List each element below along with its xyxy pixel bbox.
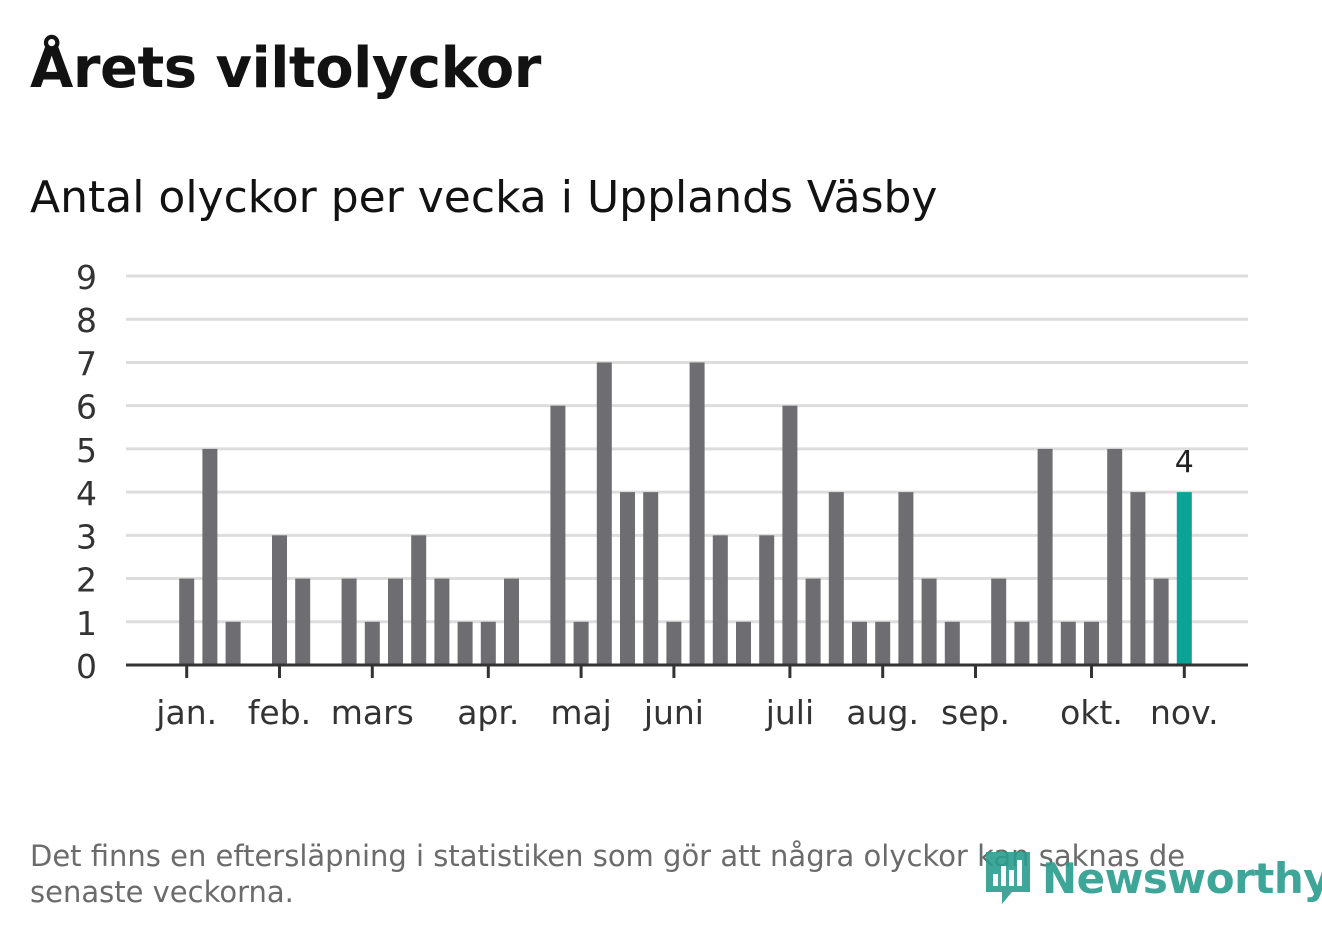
bar	[1060, 621, 1076, 665]
y-tick-label: 6	[76, 388, 97, 427]
bar	[689, 362, 705, 665]
bar	[1014, 621, 1030, 665]
bar	[1107, 448, 1123, 665]
bar	[1130, 492, 1146, 665]
x-tick-label: feb.	[248, 693, 311, 732]
bar	[341, 578, 357, 665]
bar	[643, 492, 659, 665]
highlighted-bar	[1176, 492, 1192, 665]
y-tick-label: 7	[76, 344, 97, 383]
y-tick-label: 3	[76, 517, 97, 556]
bar	[875, 621, 891, 665]
y-tick-label: 0	[76, 647, 97, 686]
x-tick-label: juni	[643, 693, 704, 732]
x-tick-label: jan.	[155, 693, 217, 732]
page-title: Årets viltolyckor	[30, 36, 541, 101]
bar	[805, 578, 821, 665]
chart-subtitle: Antal olyckor per vecka i Upplands Väsby	[30, 172, 938, 223]
data-label: 4	[1175, 445, 1194, 480]
bar	[991, 578, 1007, 665]
x-tick-label: apr.	[457, 693, 519, 732]
x-tick-label: juli	[765, 693, 814, 732]
x-tick-label: sep.	[941, 693, 1010, 732]
bar	[596, 362, 612, 665]
bar	[712, 535, 728, 665]
y-tick-label: 9	[76, 258, 97, 297]
bar	[898, 492, 914, 665]
y-tick-label: 2	[76, 561, 97, 600]
y-tick-label: 5	[76, 431, 97, 470]
bar	[666, 621, 682, 665]
bar	[921, 578, 937, 665]
bar	[225, 621, 241, 665]
bar	[364, 621, 380, 665]
bar	[295, 578, 311, 665]
bar	[736, 621, 751, 665]
y-tick-label: 8	[76, 301, 97, 340]
bar	[852, 621, 867, 665]
x-tick-label: mars	[331, 693, 414, 732]
x-tick-label: maj	[550, 693, 612, 732]
bar	[573, 621, 589, 665]
bar	[1084, 621, 1099, 665]
x-tick-label: nov.	[1150, 693, 1219, 732]
y-tick-label: 1	[76, 604, 97, 643]
bar	[1037, 448, 1053, 665]
bar	[620, 492, 635, 665]
y-tick-label: 4	[76, 474, 97, 513]
bar	[782, 405, 798, 665]
bar	[504, 578, 519, 665]
bar	[434, 578, 450, 665]
newsworthy-logo: Newsworthy	[982, 846, 1322, 910]
bar	[550, 405, 566, 665]
bar	[1153, 578, 1169, 665]
newsworthy-logo-text: Newsworthy	[1042, 853, 1322, 903]
bar	[411, 535, 427, 665]
x-tick-label: aug.	[846, 693, 919, 732]
bar	[272, 535, 287, 665]
bar	[828, 492, 844, 665]
bar	[202, 448, 218, 665]
bar	[944, 621, 960, 665]
bar	[759, 535, 775, 665]
bar	[480, 621, 496, 665]
bar	[388, 578, 403, 665]
bar	[179, 578, 195, 665]
newsworthy-logo-icon	[986, 852, 1030, 904]
bar	[457, 621, 473, 665]
x-tick-label: okt.	[1060, 693, 1123, 732]
